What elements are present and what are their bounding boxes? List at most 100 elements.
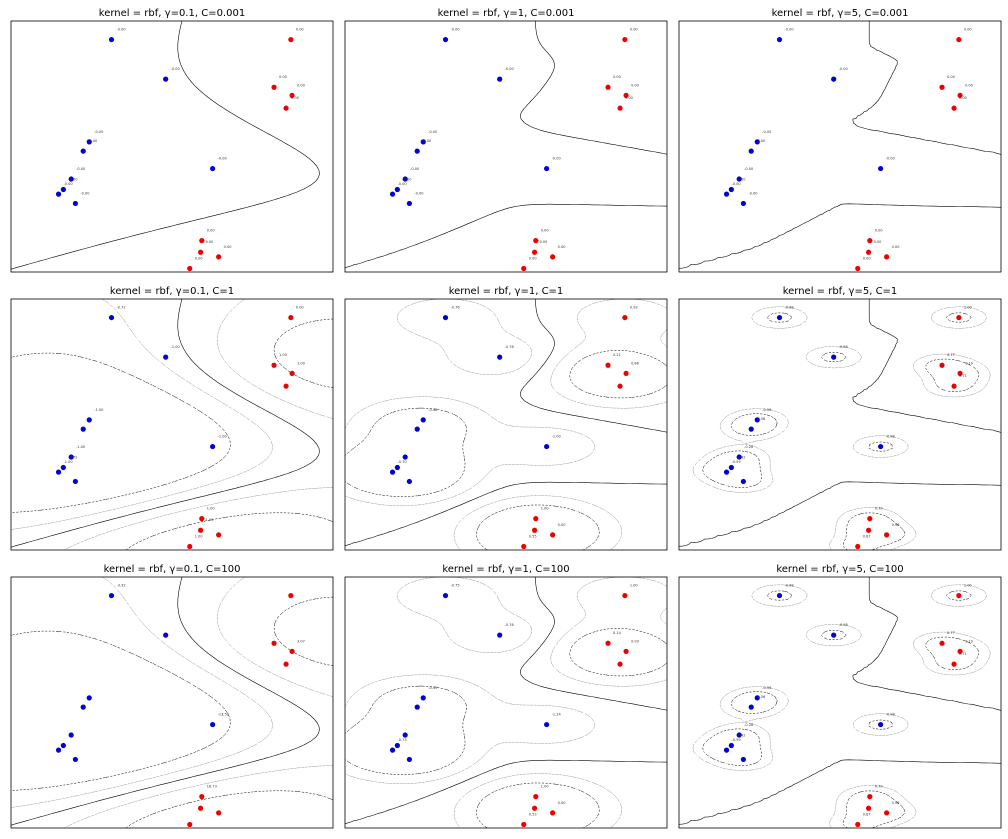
dual-coef-label: -0.00 [732,182,741,186]
dual-coef-label: -0.00 [171,67,180,71]
positive-point [533,516,539,522]
negative-point [497,354,503,360]
subplot-7: kernel = rbf, γ=0.1, C=100 -3.32 -13.59 3.0… [10,564,334,829]
negative-point [394,186,400,193]
dual-coef-label: -1.00 [64,460,73,464]
negative-point [736,176,742,182]
dual-coef-label: 0.00 [540,240,548,244]
positive-point [521,821,527,828]
positive-point [605,84,611,90]
negative-point [776,314,783,321]
dual-coef-label: -0.00 [552,157,561,161]
positive-point [957,648,963,654]
dual-coef-label: 0.00 [631,83,639,87]
positive-point [271,640,277,646]
positive-point [533,794,539,800]
dual-coef-label: -0.72 [117,306,126,310]
negative-point [736,732,742,738]
positive-point [288,314,294,321]
dual-coef-label: 0.21 [613,353,621,357]
dual-coef-label: -0.56 [756,695,765,699]
contour-lines [11,21,320,270]
negative-point [394,464,400,471]
positive-point [865,805,872,811]
subplot-title: kernel = rbf, γ=1, C=100 [442,564,569,575]
positive-point [289,648,295,654]
subplot-title: kernel = rbf, γ=0.1, C=0.001 [99,8,245,19]
dual-coef-label: -0.00 [428,130,437,134]
dual-coef-label: 1.00 [195,535,203,539]
positive-point [865,249,872,255]
negative-point [878,721,884,728]
negative-point [420,139,426,145]
plot-frame [10,298,334,551]
margin-contour [125,596,333,828]
dual-coef-label: 0.00 [863,257,871,261]
positive-point [197,805,204,811]
dual-coef-label: -0.00 [762,130,771,134]
dual-coef-label: 0.00 [874,240,882,244]
dual-coef-label: 1.00 [297,361,305,365]
dual-coef-label: -0.48 [428,408,437,412]
positive-point [884,810,890,816]
dual-coef-label: 1.00 [207,507,215,511]
negative-point [831,354,837,360]
margin-contour [476,628,667,828]
subplot-8: kernel = rbf, γ=1, C=100 -0.75 -0.76 -0.49 -… [344,564,668,829]
negative-point [389,191,396,197]
negative-point [420,417,426,423]
positive-point [271,84,277,90]
dual-coef-label: -1.00 [94,408,103,412]
positive-point [533,238,539,244]
dual-coef-label: 1.00 [541,507,549,511]
level-contour [453,299,667,550]
positive-point [283,661,289,667]
positive-point [283,383,289,389]
negative-point [60,464,66,471]
positive-point [867,794,873,800]
dual-coef-label: -0.00 [451,28,460,32]
positive-point [605,640,611,646]
dual-coef-label: 0.77 [947,353,955,357]
dual-coef-label: -0.76 [505,623,514,627]
positive-point [867,516,873,522]
dual-coef-label: -0.00 [505,67,514,71]
dual-coef-label: -0.00 [64,182,73,186]
dual-coef-label: -0.00 [736,177,745,181]
dual-coef-label: -0.42 [736,733,745,737]
margin-contour [476,350,667,550]
dual-coef-label: 0.00 [279,75,287,79]
dual-coef-label: 0.00 [296,306,304,310]
dual-coef-label: -0.75 [451,584,460,588]
negative-point [60,742,66,749]
positive-point [289,92,295,98]
negative-point [210,721,216,728]
decision-boundary [345,21,667,268]
negative-point [754,695,760,701]
dual-coef-label: -0.00 [422,139,431,143]
dual-coef-label: 0.00 [558,801,566,805]
positive-point [283,105,289,111]
decision-boundary [11,577,320,826]
dual-coef-label: 0.86 [631,361,639,365]
dual-coef-label: -0.00 [68,177,77,181]
negative-point [442,592,449,599]
subplot-title: kernel = rbf, γ=5, C=1 [783,286,898,297]
subplot-title: kernel = rbf, γ=1, C=0.001 [438,8,575,19]
level-contour [11,299,273,530]
negative-point [740,756,747,763]
negative-point [68,454,74,460]
positive-point [855,265,861,272]
plot-frame [344,298,668,551]
positive-point [939,84,945,90]
dual-coef-label: 0.14 [613,631,622,635]
negative-point [60,186,66,193]
positive-point [617,661,623,667]
negative-point [414,426,420,432]
dual-coef-label: 0.00 [297,83,305,87]
positive-point [956,314,962,321]
positive-point [867,238,873,244]
negative-point [736,454,742,460]
dual-coef-label: 0.00 [892,245,900,249]
